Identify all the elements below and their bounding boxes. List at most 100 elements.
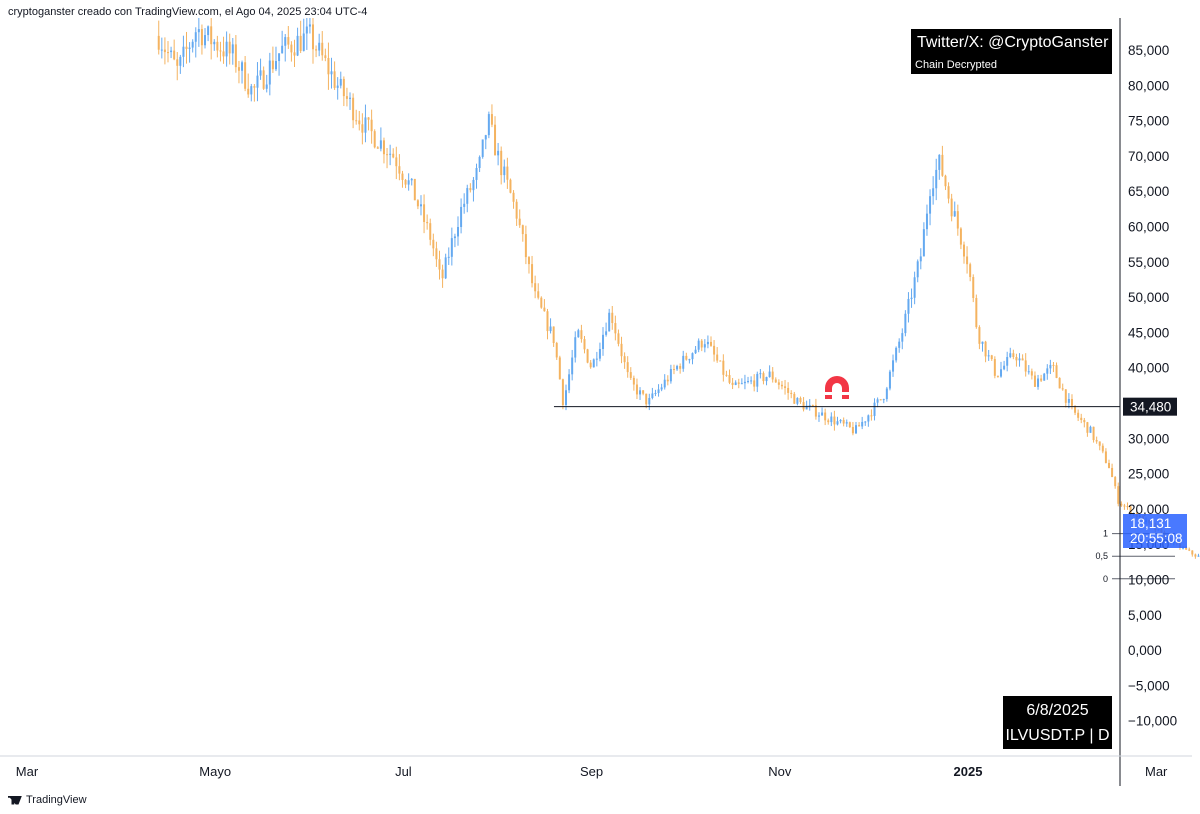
time-axis[interactable]: MarMayoJulSepNov2025MarMayoJulSepNov2026 <box>16 764 1200 779</box>
candle-body <box>497 150 500 156</box>
candle-body <box>830 416 833 423</box>
candle-body <box>518 218 521 226</box>
candle-body <box>669 369 672 382</box>
price-tick-label: 20,000 <box>1128 502 1169 517</box>
candle-body <box>179 56 182 66</box>
candle-body <box>1058 377 1061 389</box>
candle-body <box>713 345 716 355</box>
candle-body <box>426 221 429 224</box>
candle-body <box>975 297 978 328</box>
candle-body <box>358 120 361 125</box>
candle-body <box>959 228 962 245</box>
candle-body <box>876 399 879 403</box>
candle-body <box>453 236 456 239</box>
candle-body <box>663 379 666 388</box>
candle-body <box>719 360 722 362</box>
candle-body <box>1111 467 1114 478</box>
candle-body <box>941 154 944 176</box>
candle-body <box>478 156 481 168</box>
candle-body <box>1107 462 1110 468</box>
candle-body <box>598 349 601 359</box>
candle-body <box>981 341 984 344</box>
candle-body <box>527 257 530 265</box>
candle-body <box>784 386 787 388</box>
price-tick-label: 55,000 <box>1128 255 1169 270</box>
candle-body <box>676 366 679 370</box>
candle-body <box>938 154 941 170</box>
tradingview-logo[interactable]: TradingView <box>8 794 87 806</box>
candle-body <box>932 188 935 197</box>
candle-body <box>879 399 882 401</box>
candle-body <box>725 374 728 376</box>
candle-body <box>1018 358 1021 361</box>
candle-body <box>438 259 441 270</box>
drawing-overlays: 10,50 <box>553 406 1176 584</box>
time-tick-label: Mar <box>1145 764 1168 779</box>
candle-body <box>274 60 277 70</box>
candle-body <box>521 225 524 235</box>
candle-body <box>790 392 793 394</box>
price-tick-label: −5,000 <box>1128 678 1170 693</box>
price-tick-label: 70,000 <box>1128 149 1169 164</box>
candle-body <box>780 384 783 387</box>
candle-body <box>864 421 867 423</box>
candle-body <box>697 340 700 350</box>
candle-body <box>611 312 614 324</box>
price-tick-label: 65,000 <box>1128 184 1169 199</box>
candle-body <box>882 399 885 401</box>
candle-body <box>639 390 642 395</box>
candle-body <box>506 166 509 180</box>
level-price-text: 34,480 <box>1130 400 1171 415</box>
candle-body <box>250 86 253 95</box>
fib-level-label: 1 <box>1103 529 1108 539</box>
candle-body <box>466 188 469 204</box>
candle-body <box>1120 503 1123 506</box>
candle-body <box>586 349 589 363</box>
candle-body <box>1132 512 1135 514</box>
candle-body <box>1003 365 1006 370</box>
candle-body <box>182 46 185 57</box>
candle-body <box>299 35 302 51</box>
candle-body <box>509 179 512 193</box>
candle-body <box>503 166 506 176</box>
candle-body <box>679 366 682 369</box>
candle-body <box>709 341 712 346</box>
candle-body <box>487 114 490 136</box>
price-axis[interactable]: 85,000 80,000 75,000 70,000 65,000 60,000 55,0… <box>1128 43 1177 729</box>
watermark-subtitle: Chain Decrypted <box>915 59 997 71</box>
candle-body <box>824 412 827 421</box>
candle-body <box>984 341 987 357</box>
candle-body <box>969 264 972 278</box>
fib-level-label: 0,5 <box>1095 551 1108 561</box>
candle-body <box>1126 506 1129 508</box>
candle-body <box>895 347 898 361</box>
candle-body <box>401 173 404 180</box>
candle-body <box>966 256 969 265</box>
candle-body <box>170 50 173 53</box>
symbol-interval: ILVUSDT.P | D <box>1005 727 1110 744</box>
candle-body <box>811 405 814 407</box>
candle-body <box>814 405 817 417</box>
candle-body <box>706 341 709 345</box>
candle-body <box>342 78 345 97</box>
candle-body <box>1030 371 1033 376</box>
candle-body <box>278 53 281 61</box>
candle-body <box>651 393 654 398</box>
candle-body <box>990 355 993 360</box>
candle-body <box>512 192 515 202</box>
candle-body <box>1089 426 1092 433</box>
candle-body <box>228 41 231 54</box>
candle-body <box>821 412 824 416</box>
candle-body <box>632 377 635 385</box>
candle-body <box>774 379 777 383</box>
twitter-handle: Twitter/X: @CryptoGanster <box>917 34 1109 51</box>
candle-body <box>867 415 870 422</box>
candle-body <box>793 393 796 404</box>
magnet-icon[interactable] <box>820 373 854 401</box>
candle-body <box>750 380 753 382</box>
candle-body <box>642 390 645 394</box>
candle-body <box>685 355 688 360</box>
candle-body <box>571 357 574 375</box>
candle-body <box>1064 389 1067 403</box>
